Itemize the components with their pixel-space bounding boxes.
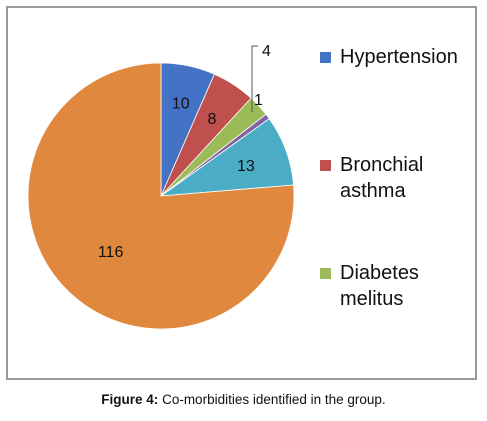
figure-caption-text: Co-morbidities identified in the group. (158, 392, 386, 407)
legend-swatch-diabetes-melitus (320, 268, 331, 279)
data-label-2: 8 (207, 111, 216, 128)
pie-chart: 10 8 4 1 13 116 (27, 43, 295, 330)
legend-swatch-bronchial-asthma (320, 160, 331, 171)
legend-label-diabetes-melitus: Diabetes melitus (340, 262, 419, 310)
pie-slice-6 (27, 62, 295, 330)
data-label-3: 4 (262, 43, 271, 60)
data-label-5: 13 (237, 158, 255, 175)
leader-line (251, 45, 258, 113)
figure-label: Figure 4: (101, 392, 159, 407)
pie-data-labels: 10 8 4 1 13 116 (98, 43, 271, 261)
legend-label-bronchial-asthma: Bronchial asthma (340, 154, 424, 202)
data-label-6: 116 (98, 244, 124, 261)
pie-slices (27, 62, 295, 330)
legend-label-hypertension: Hypertension (340, 46, 458, 68)
data-label-4: 1 (254, 92, 263, 109)
data-label-1: 10 (172, 95, 190, 112)
figure-caption: Figure 4: Co-morbidities identified in t… (0, 392, 487, 407)
legend-swatch-hypertension (320, 52, 331, 63)
